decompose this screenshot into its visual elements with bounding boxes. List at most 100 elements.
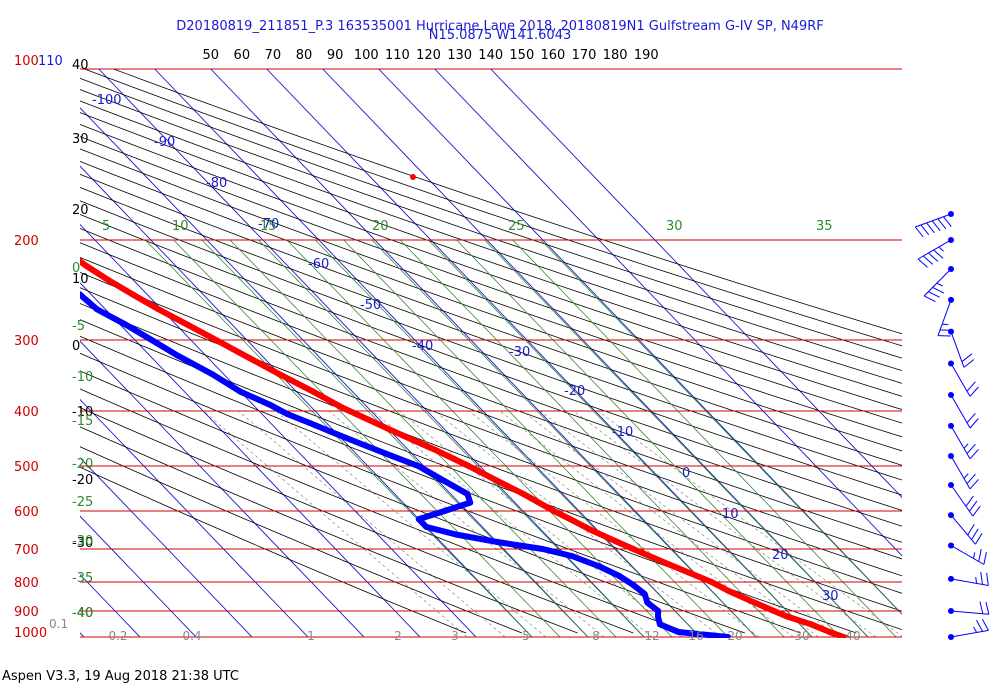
isotherm-label: 10	[722, 507, 739, 522]
pressure-label-800: 800	[14, 576, 39, 591]
temperature-trace-point	[242, 352, 249, 359]
dewpoint-trace	[8, 249, 731, 638]
pressure-label-200: 200	[14, 234, 39, 249]
wind-barb-staff	[950, 455, 971, 490]
dewpoint-trace-point	[630, 582, 637, 588]
dewpoint-trace-point	[8, 249, 14, 255]
wind-barb-flag	[914, 226, 924, 238]
wind-barb-flag	[968, 500, 978, 512]
mixing-ratio-label: 8	[592, 629, 600, 643]
temp-c-tick-label: 30	[72, 132, 89, 147]
temperature-trace-point	[59, 243, 65, 249]
temp-c-tick-label: -40	[72, 606, 93, 621]
temperature-trace-point	[409, 437, 416, 443]
wind-barb-staff	[917, 239, 952, 260]
wind-barb-flag	[937, 218, 947, 230]
isotherm-label: -70	[258, 217, 279, 232]
wind-barb-flag	[928, 291, 940, 298]
temp-c-tick-label: -10	[72, 405, 93, 420]
wind-barb-flag	[981, 619, 989, 631]
temperature-trace-point	[359, 414, 366, 421]
wind-barb-flag	[969, 386, 979, 397]
wind-barb-staff	[950, 578, 989, 586]
mixing-ratio-label: 5	[522, 629, 530, 643]
wind-barb-flag	[978, 549, 982, 562]
mixing-ratio-label: 30	[794, 629, 809, 643]
wind-barb-flag	[979, 601, 984, 614]
dewpoint-trace-point	[30, 261, 36, 267]
dry-adiabat-line	[80, 319, 902, 631]
dewpoint-trace-point	[423, 523, 430, 530]
dewpoint-trace-point	[615, 572, 622, 579]
isotherm-label: -30	[509, 345, 530, 360]
wind-barb-half-flag	[936, 282, 943, 287]
temperature-trace-point	[520, 491, 527, 497]
dewpoint-trace-point	[237, 388, 244, 395]
dewpoint-trace-point	[725, 634, 731, 638]
dewpoint-trace-point	[641, 591, 648, 597]
dewpoint-trace-point	[441, 508, 448, 514]
wind-barb-flag	[969, 418, 979, 429]
dewpoint-trace-point	[675, 629, 682, 635]
dewpoint-trace-point	[654, 613, 661, 620]
temperature-trace-point	[826, 629, 833, 635]
dry-adiabat-line	[80, 335, 857, 634]
dry-adiabat-line	[80, 112, 902, 397]
isotherm-label: -10	[612, 425, 633, 440]
dewpoint-trace-point	[284, 411, 291, 417]
dewpoint-trace-point	[568, 553, 575, 559]
isotherm-line	[322, 69, 869, 638]
wind-barb-flag	[933, 249, 944, 259]
wind-barb-staff	[950, 363, 971, 397]
moist-adiabat-label-left: -5	[72, 319, 85, 334]
chart-subtitle-coordinates: N15.0875 W141.6043	[429, 28, 572, 43]
wind-barb-flag	[972, 505, 981, 517]
dewpoint-trace-point	[306, 420, 313, 426]
temperature-trace-point	[708, 579, 715, 585]
isotherm-label: -60	[308, 257, 329, 272]
dry-adiabat-line	[80, 256, 902, 560]
temperature-trace-point	[685, 569, 692, 576]
pressure-label-500: 500	[14, 460, 39, 475]
isotherm-label: 30	[822, 589, 839, 604]
wind-barb-flag	[961, 353, 973, 363]
temperature-trace-point	[64, 249, 70, 255]
wind-barb-staff	[915, 213, 952, 228]
mixing-ratio-label: 20	[727, 629, 742, 643]
wind-barb	[948, 328, 975, 368]
dry-adiabat-line	[80, 242, 902, 543]
dewpoint-trace-point	[175, 352, 182, 359]
pressure-label-600: 600	[14, 505, 39, 520]
wind-barb-staff	[950, 545, 985, 565]
mixing-ratio-label: 3	[451, 629, 459, 643]
dewpoint-trace-point	[388, 452, 395, 459]
temp-f-tick-label: 180	[603, 48, 628, 63]
wind-barb-flag	[922, 255, 934, 265]
temp-f-tick-label: 140	[478, 48, 503, 63]
sounding-traces	[8, 174, 850, 638]
temperature-trace-point	[567, 516, 573, 523]
isotherm-line	[80, 340, 365, 638]
dewpoint-trace-point	[644, 599, 651, 606]
mixing-ratio-line	[398, 410, 682, 638]
moist-adiabat-label-left: -40	[72, 606, 93, 621]
mixing-ratio-label: 40	[845, 629, 860, 643]
dewpoint-trace-point	[122, 321, 129, 328]
dry-adiabat-line	[80, 388, 690, 634]
dewpoint-trace-point	[539, 546, 546, 552]
dry-adiabat-line	[80, 100, 902, 384]
dry-adiabat-line	[80, 287, 902, 594]
moist-adiabat-label: 10	[172, 219, 189, 234]
isotherm-line	[434, 69, 902, 557]
dewpoint-trace-point	[464, 491, 471, 497]
moist-adiabat-line	[456, 239, 841, 638]
moist-adiabat-line	[343, 239, 729, 638]
wind-barb-flag	[931, 220, 941, 232]
dry-adiabat-line	[80, 303, 902, 612]
temperature-trace-point	[213, 337, 220, 343]
moist-adiabat-label-left: -20	[72, 457, 93, 472]
temp-f-tick-label: 160	[541, 48, 566, 63]
temp-c-tick-label: 40	[72, 58, 89, 73]
temperature-trace	[59, 243, 850, 638]
pressure-label-secondary: 110	[38, 54, 63, 69]
